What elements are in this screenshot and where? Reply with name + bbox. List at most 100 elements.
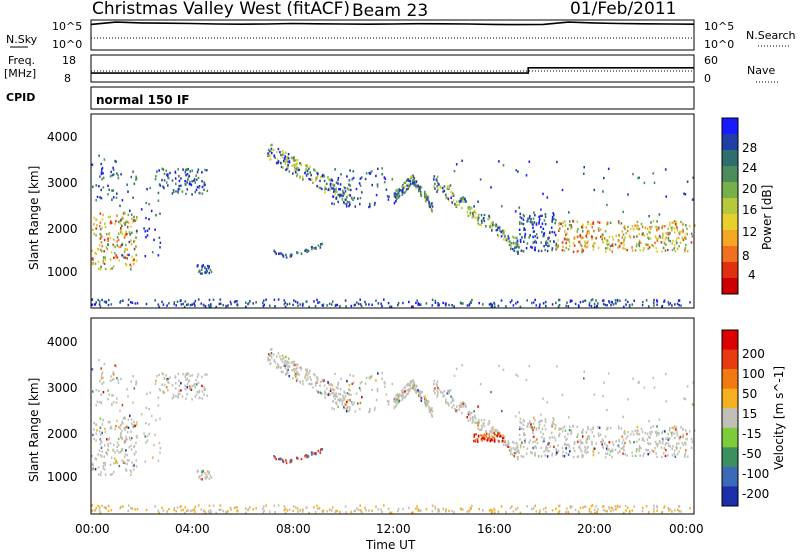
- power-pixel: [528, 160, 531, 163]
- power-pixel: [327, 176, 329, 179]
- power-pixel: [91, 249, 93, 252]
- velocity-pixel: [519, 417, 522, 420]
- power-pixel: [394, 196, 397, 199]
- velocity-pixel: [434, 507, 437, 510]
- power-pixel: [584, 240, 586, 243]
- power-pixel: [459, 199, 462, 203]
- power-pixel: [295, 163, 297, 167]
- power-pixel: [316, 298, 318, 302]
- power-pixel: [131, 217, 133, 220]
- velocity-pixel: [567, 510, 570, 514]
- power-pixel: [431, 298, 434, 301]
- velocity-pixel: [396, 393, 398, 396]
- velocity-pixel: [349, 398, 351, 402]
- velocity-pixel: [131, 422, 133, 425]
- velocity-pixel: [116, 441, 119, 444]
- power-pixel: [455, 163, 458, 166]
- power-pixel: [534, 214, 536, 217]
- power-pixel: [101, 298, 103, 302]
- velocity-pixel: [583, 377, 585, 380]
- power-pixel: [431, 304, 434, 307]
- velocity-pixel: [604, 456, 607, 459]
- velocity-pixel: [681, 435, 683, 439]
- power-pixel: [210, 303, 212, 306]
- velocity-pixel: [409, 382, 411, 386]
- power-pixel: [290, 254, 293, 258]
- velocity-pixel: [678, 510, 680, 513]
- velocity-pixel: [182, 508, 184, 512]
- velocity-pixel: [458, 408, 461, 411]
- power-pixel: [532, 235, 534, 239]
- velocity-pixel: [602, 446, 605, 449]
- power-pixel: [287, 160, 289, 164]
- velocity-scatter: [91, 348, 696, 515]
- power-pixel: [376, 185, 379, 188]
- power-pixel: [533, 240, 536, 244]
- power-pixel: [568, 223, 571, 227]
- power-pixel: [119, 219, 122, 222]
- power-pixel: [102, 261, 105, 265]
- power-pixel: [308, 167, 310, 170]
- velocity-pixel: [369, 410, 371, 413]
- power-pixel: [656, 239, 659, 242]
- velocity-pixel: [503, 439, 506, 442]
- velocity-pixel: [120, 436, 123, 439]
- velocity-pixel: [570, 429, 572, 432]
- power-pixel: [302, 178, 304, 181]
- velocity-pixel: [626, 454, 628, 457]
- velocity-pixel: [671, 426, 674, 429]
- power-pixel: [628, 305, 631, 308]
- power-pixel: [464, 197, 466, 200]
- velocity-pixel: [117, 437, 120, 441]
- velocity-pixel: [551, 509, 554, 512]
- velocity-pixel: [207, 510, 210, 513]
- velocity-pixel: [682, 435, 684, 438]
- velocity-pixel: [431, 415, 433, 418]
- power-pixel: [490, 222, 493, 225]
- velocity-pixel: [99, 380, 101, 383]
- velocity-pixel: [576, 425, 579, 428]
- power-pixel: [383, 298, 385, 301]
- velocity-pixel: [662, 439, 664, 442]
- power-pixel: [203, 188, 205, 191]
- power-pixel: [671, 304, 673, 307]
- power-pixel: [342, 189, 344, 192]
- velocity-pixel: [289, 459, 292, 462]
- velocity-pixel: [686, 385, 689, 388]
- power-pixel: [108, 233, 110, 236]
- velocity-pixel: [175, 394, 177, 398]
- power-pixel: [262, 301, 264, 305]
- power-pixel: [652, 244, 655, 248]
- power-pixel: [98, 154, 100, 157]
- power-pixel: [574, 302, 577, 306]
- velocity-pixel: [98, 358, 100, 362]
- power-pixel: [189, 180, 191, 184]
- power-pixel: [225, 304, 227, 308]
- velocity-pixel: [414, 387, 417, 391]
- velocity-pixel: [665, 441, 667, 445]
- velocity-pixel: [469, 506, 472, 510]
- velocity-pixel: [201, 470, 203, 474]
- power-pixel: [114, 222, 116, 226]
- velocity-pixel: [134, 424, 136, 428]
- velocity-pixel: [292, 376, 294, 380]
- power-pixel: [108, 188, 110, 191]
- velocity-pixel: [99, 433, 102, 436]
- velocity-pixel: [281, 354, 284, 357]
- power-pixel: [544, 213, 547, 216]
- power-pixel: [467, 214, 470, 217]
- power-pixel: [287, 153, 290, 156]
- power-pixel: [407, 183, 410, 186]
- power-pixel: [304, 249, 306, 252]
- power-pixel: [180, 184, 182, 187]
- velocity-pixel: [579, 506, 582, 510]
- velocity-pixel: [100, 455, 103, 458]
- power-pixel: [629, 236, 632, 239]
- power-pixel: [480, 223, 483, 226]
- power-pixel: [526, 220, 528, 223]
- power-pixel: [514, 210, 517, 213]
- power-pixel: [348, 188, 350, 191]
- power-pixel: [107, 193, 109, 196]
- velocity-pixel: [528, 441, 530, 444]
- velocity-pixel: [472, 419, 475, 423]
